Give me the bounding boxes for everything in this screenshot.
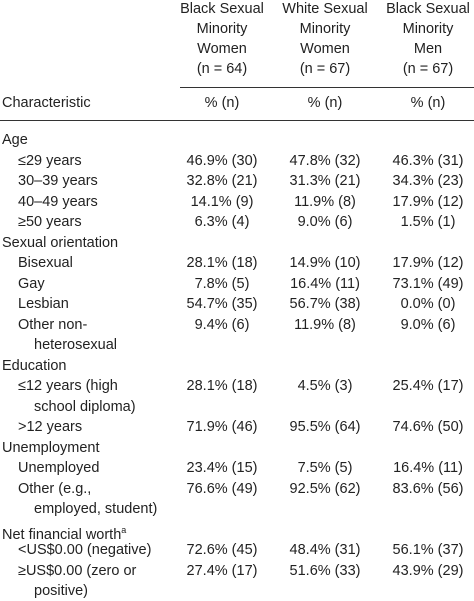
cell-value: 6.3% (4) — [194, 214, 250, 230]
row-label: Unemployed — [18, 460, 100, 476]
column-heading: Minority — [402, 21, 454, 37]
cell-value: 25.4% (17) — [392, 378, 464, 394]
cell-value: 76.6% (49) — [186, 480, 258, 497]
column-heading: Minority — [196, 21, 248, 37]
row-label: Other non- — [18, 316, 88, 333]
row-label: Bisexual — [18, 255, 73, 271]
row-label: <US$0.00 (negative) — [18, 542, 152, 558]
column-heading: White Sexual — [282, 1, 368, 17]
stub-heading: Characteristic — [2, 95, 91, 111]
row-label: Lesbian — [18, 296, 69, 312]
cell-value: 34.3% (23) — [392, 173, 464, 189]
cell-value: 72.6% (45) — [186, 542, 258, 558]
row-label: 40–49 years — [18, 193, 98, 210]
cell-value: 48.4% (31) — [289, 542, 361, 558]
rule — [0, 120, 474, 121]
cell-value: 32.8% (21) — [186, 173, 258, 189]
cell-value: 43.9% (29) — [392, 562, 464, 579]
cell-value: 27.4% (17) — [186, 562, 258, 579]
row-label: Gay — [18, 275, 45, 292]
row-label: ≥50 years — [18, 214, 82, 230]
column-unit: % (n) — [204, 95, 240, 111]
cell-value: 28.1% (18) — [186, 378, 258, 394]
cell-value: 4.5% (3) — [297, 378, 353, 394]
cell-value: 47.8% (32) — [289, 152, 361, 169]
column-heading: Men — [413, 41, 443, 57]
cell-value: 46.3% (31) — [392, 152, 464, 169]
cell-value: 16.4% (11) — [290, 275, 360, 292]
cell-value: 17.9% (12) — [392, 255, 464, 271]
cell-value: 56.7% (38) — [289, 296, 361, 312]
cell-value: 11.9% (8) — [294, 193, 356, 210]
cell-value: 92.5% (62) — [289, 480, 361, 497]
cell-value: 83.6% (56) — [392, 480, 464, 497]
column-unit: % (n) — [410, 95, 446, 111]
cell-value: 7.5% (5) — [297, 460, 353, 476]
cell-value: 74.6% (50) — [392, 419, 464, 435]
cell-value: 1.5% (1) — [400, 214, 456, 230]
section-title: Net financial wortha — [2, 524, 127, 543]
column-unit: % (n) — [307, 95, 343, 111]
section-title: Sexual orientation — [2, 234, 119, 251]
cell-value: 9.0% (6) — [297, 214, 353, 230]
column-heading: (n = 64) — [196, 61, 248, 77]
cell-value: 56.1% (37) — [392, 542, 464, 558]
row-label: Other (e.g., — [18, 480, 92, 497]
row-label: ≤29 years — [18, 152, 82, 169]
cell-value: 23.4% (15) — [186, 460, 258, 476]
column-heading: (n = 67) — [402, 61, 454, 77]
row-label: school diploma) — [34, 398, 136, 415]
column-heading: Black Sexual — [180, 1, 264, 17]
section-title: Unemployment — [2, 439, 100, 456]
cell-value: 54.7% (35) — [186, 296, 258, 312]
cell-value: 7.8% (5) — [194, 275, 250, 292]
cell-value: 73.1% (49) — [392, 275, 464, 292]
cell-value: 71.9% (46) — [186, 419, 258, 435]
cell-value: 17.9% (12) — [392, 193, 464, 210]
cell-value: 9.4% (6) — [194, 316, 250, 333]
cell-value: 0.0% (0) — [400, 296, 456, 312]
rule — [180, 87, 474, 88]
section-title: Age — [2, 132, 28, 148]
cell-value: 14.1% (9) — [190, 193, 254, 210]
row-label: positive) — [34, 583, 88, 599]
cell-value: 46.9% (30) — [186, 152, 258, 169]
cell-value: 28.1% (18) — [186, 255, 258, 271]
row-label: employed, student) — [34, 501, 158, 517]
column-heading: Black Sexual — [386, 1, 470, 17]
column-heading: Women — [300, 41, 350, 57]
row-label: 30–39 years — [18, 173, 98, 189]
row-label: ≤12 years (high — [18, 378, 118, 394]
column-heading: Women — [197, 41, 247, 57]
footnote-mark: a — [121, 524, 127, 535]
section-title: Education — [2, 357, 67, 374]
cell-value: 11.9% (8) — [294, 316, 356, 333]
column-heading: (n = 67) — [299, 61, 351, 77]
cell-value: 31.3% (21) — [289, 173, 361, 189]
cell-value: 14.9% (10) — [289, 255, 361, 271]
row-label: ≥US$0.00 (zero or — [18, 562, 137, 579]
row-label: heterosexual — [34, 337, 118, 353]
cell-value: 95.5% (64) — [289, 419, 361, 435]
cell-value: 16.4% (11) — [393, 460, 463, 476]
row-label: >12 years — [18, 419, 83, 435]
column-heading: Minority — [299, 21, 351, 37]
cell-value: 9.0% (6) — [400, 316, 456, 333]
cell-value: 51.6% (33) — [289, 562, 361, 579]
